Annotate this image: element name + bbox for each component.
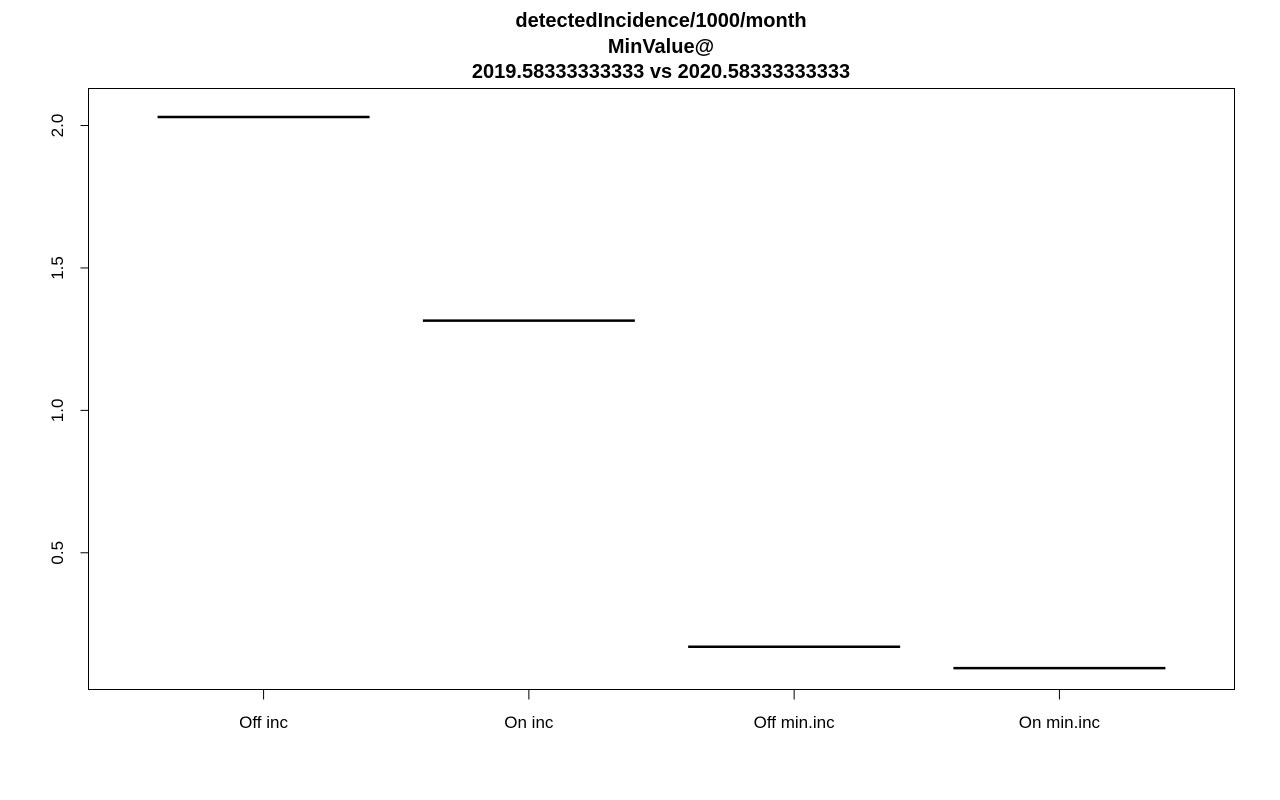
y-tick-label: 0.5 [48, 541, 67, 565]
x-tick-label: Off min.inc [754, 713, 835, 732]
x-tick-label: Off inc [239, 713, 288, 732]
data-marks [157, 115, 1166, 670]
x-tick-label: On min.inc [1019, 713, 1101, 732]
chart-title: detectedIncidence/1000/month MinValue@ 201… [472, 10, 850, 83]
y-tick-label: 1.5 [48, 256, 67, 280]
y-tick-label: 2.0 [48, 114, 67, 138]
x-tick-label: On inc [504, 713, 554, 732]
chart-title-line: detectedIncidence/1000/month [515, 10, 806, 32]
x-axis: Off inc On inc Off min.inc On min.inc [239, 689, 1101, 732]
plot-area-frame [88, 88, 1235, 690]
chart-title-line: 2019.58333333333 vs 2020.58333333333 [472, 61, 850, 83]
chart-title-line: MinValue@ [608, 36, 714, 58]
y-axis: 0.5 1.0 1.5 2.0 [48, 114, 89, 565]
y-tick-label: 1.0 [48, 399, 67, 423]
